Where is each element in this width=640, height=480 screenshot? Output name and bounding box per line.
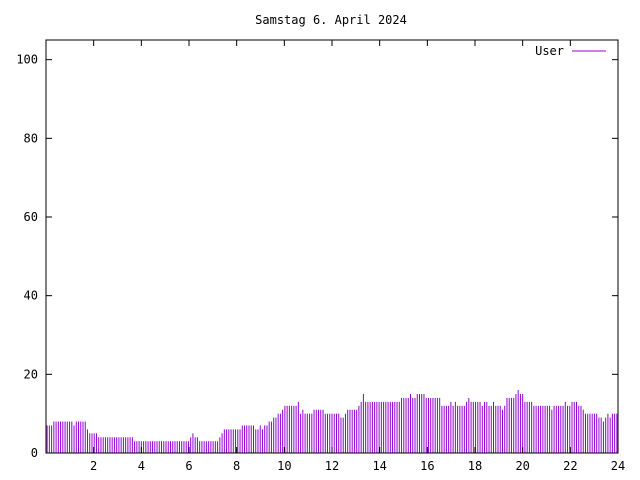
x-tick-label: 12	[325, 459, 339, 473]
y-tick-label: 100	[16, 53, 38, 67]
y-tick-label: 20	[24, 367, 38, 381]
x-tick-label: 16	[420, 459, 434, 473]
x-tick-label: 14	[372, 459, 386, 473]
y-tick-label: 0	[31, 446, 38, 460]
x-tick-label: 8	[233, 459, 240, 473]
chart-title: Samstag 6. April 2024	[255, 13, 407, 27]
axes	[45, 39, 619, 454]
plot-frame	[45, 39, 619, 454]
y-tick-label: 60	[24, 210, 38, 224]
x-tick-label: 24	[611, 459, 625, 473]
y-tick-label: 80	[24, 131, 38, 145]
y-tick-label: 40	[24, 289, 38, 303]
bar-series-user	[46, 390, 618, 453]
x-tick-label: 2	[90, 459, 97, 473]
x-tick-label: 22	[563, 459, 577, 473]
legend: User	[535, 44, 606, 58]
x-tick-label: 6	[185, 459, 192, 473]
x-tick-label: 10	[277, 459, 291, 473]
legend-label-user: User	[535, 44, 564, 58]
x-tick-label: 18	[468, 459, 482, 473]
x-tick-label: 20	[515, 459, 529, 473]
x-tick-label: 4	[138, 459, 145, 473]
